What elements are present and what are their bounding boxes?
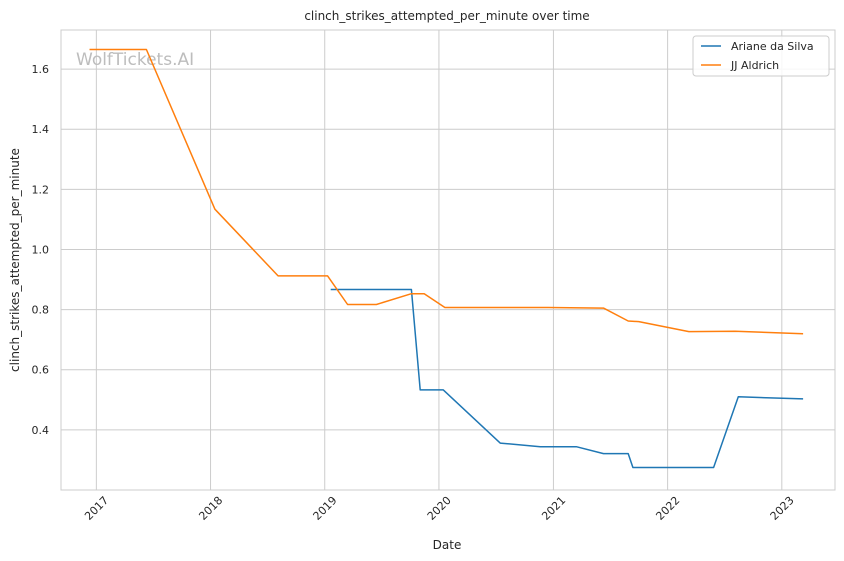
y-axis-label: clinch_strikes_attempted_per_minute xyxy=(8,148,22,372)
y-tick-labels: 0.4 0.6 0.8 1.0 1.2 1.4 1.6 xyxy=(32,63,50,437)
y-tick-label: 1.0 xyxy=(32,243,50,256)
y-tick-label: 0.4 xyxy=(32,424,50,437)
legend: Ariane da Silva JJ Aldrich xyxy=(692,35,830,77)
y-tick-label: 1.4 xyxy=(32,123,50,136)
y-tick-label: 0.8 xyxy=(32,304,50,317)
series-line-0 xyxy=(330,288,804,469)
watermark: WolfTickets.AI xyxy=(76,50,194,70)
series-group xyxy=(89,48,804,469)
y-tick-label: 0.6 xyxy=(32,364,50,377)
legend-label: Ariane da Silva xyxy=(731,40,814,53)
plot-frame xyxy=(60,29,836,491)
x-axis-label: Date xyxy=(433,538,462,552)
y-tick-label: 1.6 xyxy=(32,63,50,76)
y-tick-label: 1.2 xyxy=(32,183,50,196)
legend-label: JJ Aldrich xyxy=(730,59,779,72)
chart-title: clinch_strikes_attempted_per_minute over… xyxy=(304,9,589,23)
series-line-1 xyxy=(89,48,804,335)
legend-box xyxy=(692,35,830,77)
